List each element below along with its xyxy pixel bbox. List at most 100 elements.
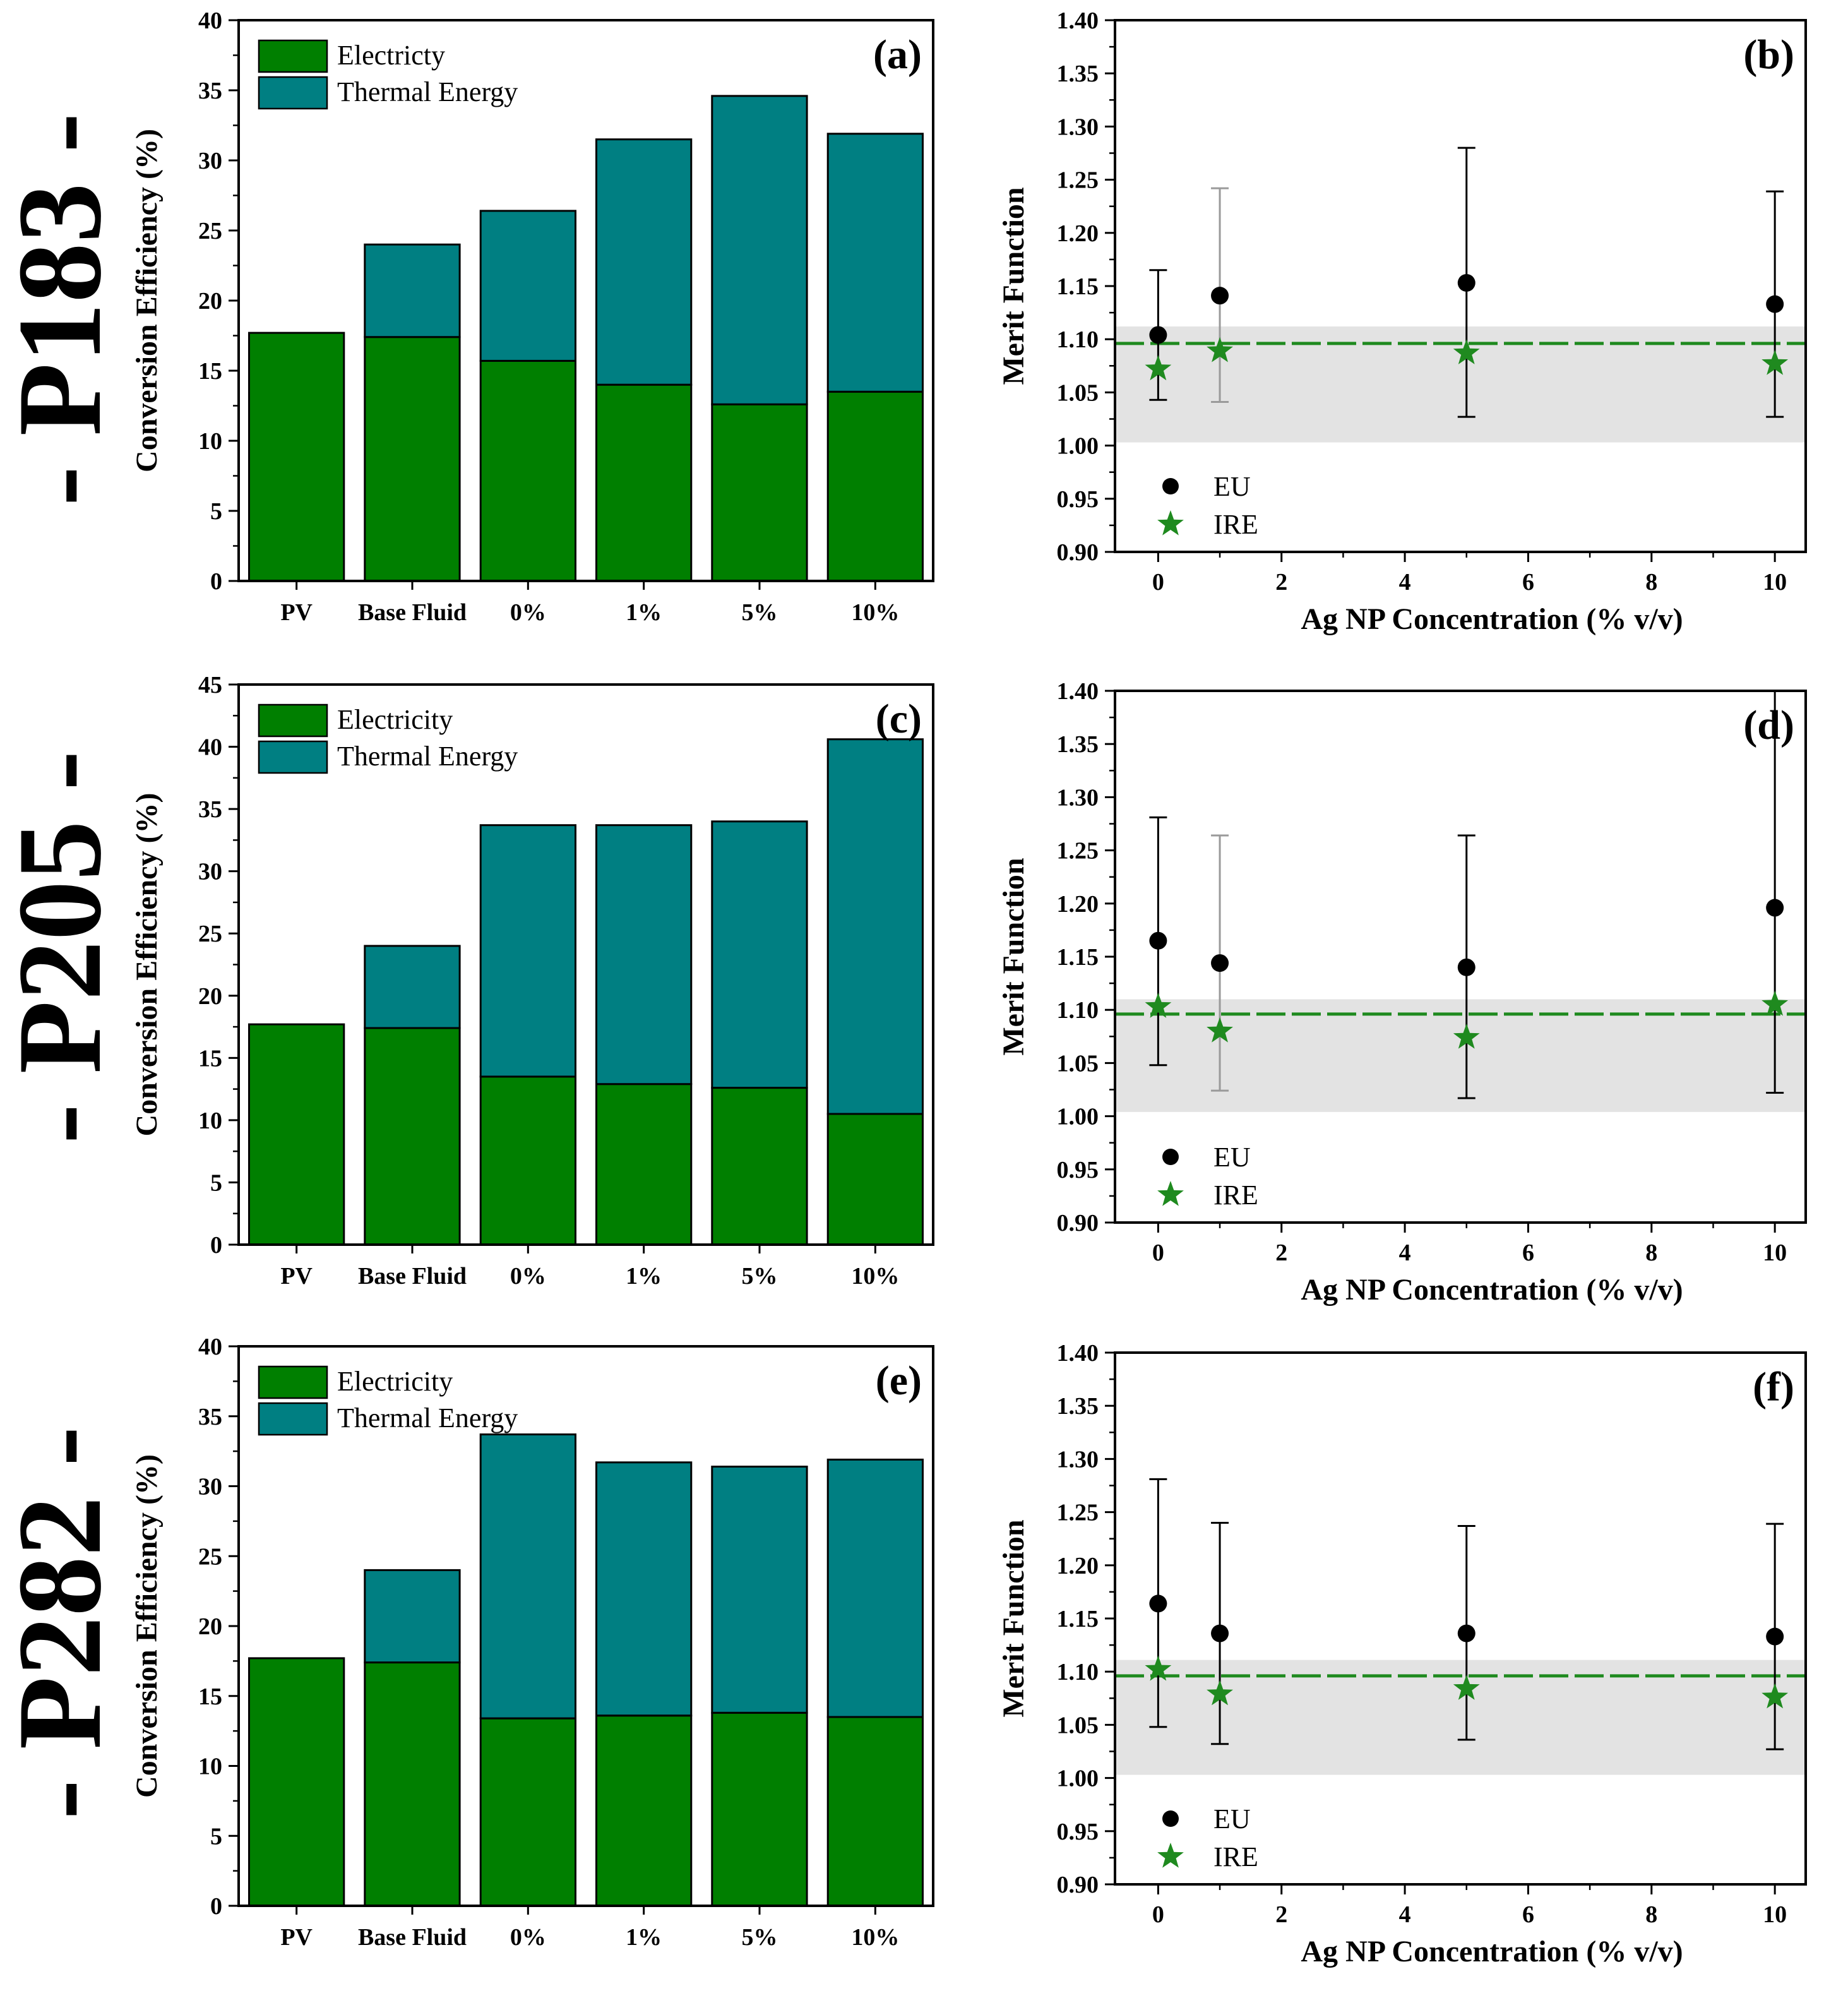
y-tick-label-d-7: 1.25 (1057, 838, 1099, 864)
y-tick-label-a-7: 35 (198, 78, 222, 104)
y-tick-label-d-10: 1.40 (1057, 678, 1099, 705)
eu-point-b-2 (1211, 287, 1229, 305)
panel-d: 0.90 0.95 1.00 1.05 1.10 1.15 1.20 1.25 1.30 1.35… (997, 678, 1807, 1307)
bar-electricity-3 (479, 360, 577, 582)
eu-point-b-1 (1149, 326, 1167, 344)
x-tick-label-e-2: Base Fluid (358, 1924, 467, 1951)
ire-point-d-3 (1453, 1024, 1480, 1049)
legend-swatch-thermal (258, 1402, 328, 1436)
y-tick-label-e-1: 5 (210, 1823, 222, 1850)
x-tick-label-a-5: 5% (742, 599, 778, 626)
x-tick-label-e-3: 0% (510, 1924, 546, 1951)
legend-label-ire: IRE (1213, 509, 1258, 540)
x-tick-label-f-0: 0 (1152, 1901, 1164, 1928)
legend-b: EU IRE (1157, 471, 1258, 540)
uncertainty-band-f (1115, 1660, 1806, 1775)
legend-d: EU IRE (1157, 1142, 1258, 1211)
bar-electricity-3 (479, 1717, 577, 1907)
y-tick-label-a-8: 40 (198, 8, 222, 34)
bar-thermal-5 (711, 95, 808, 405)
y-tick-label-c-0: 0 (210, 1232, 222, 1259)
y-tick-label-f-1: 0.95 (1057, 1819, 1099, 1845)
legend-label-eu: EU (1213, 1804, 1251, 1834)
y-tick-label-c-6: 30 (198, 859, 222, 885)
ire-point-d-4 (1762, 990, 1789, 1016)
panel-label-f: (f) (1753, 1364, 1794, 1410)
bar-thermal-6 (826, 1458, 924, 1718)
x-tick-label-b-1: 2 (1275, 569, 1287, 595)
row-label-1: - P183 - (0, 113, 126, 506)
panel-f: 0.90 0.95 1.00 1.05 1.10 1.15 1.20 1.25 1.30 1.35… (997, 1340, 1807, 1968)
x-tick-label-d-3: 6 (1522, 1240, 1534, 1266)
y-tick-label-c-2: 10 (198, 1108, 222, 1134)
row-label-3: - P282 - (0, 1427, 126, 1820)
ire-point-f-4 (1762, 1683, 1789, 1709)
eu-point-b-4 (1766, 295, 1784, 313)
y-tick-label-b-8: 1.30 (1057, 114, 1099, 140)
bar-electricity-2 (364, 1661, 461, 1907)
bar-electricity-4 (595, 1083, 693, 1246)
x-tick-label-c-1: PV (280, 1263, 313, 1289)
y-tick-label-b-9: 1.35 (1057, 61, 1099, 87)
legend-marker-ire (1157, 510, 1184, 535)
bar-thermal-2 (364, 945, 461, 1029)
bar-thermal-2 (364, 243, 461, 338)
x-tick-label-b-0: 0 (1152, 569, 1164, 595)
y-tick-label-a-5: 25 (198, 218, 222, 244)
y-tick-label-f-6: 1.20 (1057, 1553, 1099, 1579)
legend-marker-ire (1157, 1843, 1184, 1868)
y-tick-label-e-3: 15 (198, 1684, 222, 1710)
uncertainty-band-d (1115, 999, 1806, 1112)
y-tick-label-d-4: 1.10 (1057, 997, 1099, 1024)
ire-point-b-3 (1453, 339, 1480, 364)
x-tick-label-a-2: Base Fluid (358, 599, 467, 626)
y-tick-label-b-7: 1.25 (1057, 167, 1099, 194)
y-tick-label-e-0: 0 (210, 1893, 222, 1920)
x-tick-label-d-0: 0 (1152, 1240, 1164, 1266)
y-tick-label-d-8: 1.30 (1057, 784, 1099, 811)
x-tick-label-b-3: 6 (1522, 569, 1534, 595)
y-tick-label-c-4: 20 (198, 983, 222, 1010)
y-tick-label-c-8: 40 (198, 734, 222, 761)
bar-electricity-5 (711, 1087, 808, 1246)
bar-electricity-6 (826, 1113, 924, 1246)
y-tick-label-d-6: 1.20 (1057, 891, 1099, 918)
x-tick-label-d-5: 10 (1763, 1240, 1787, 1266)
bar-thermal-3 (479, 824, 577, 1078)
legend-swatch-thermal (258, 76, 328, 110)
y-tick-label-b-1: 0.95 (1057, 486, 1099, 513)
legend-marker-ire (1157, 1181, 1184, 1206)
row-labels: - P183 - - P205 - - P282 - (0, 113, 126, 1820)
y-tick-label-a-3: 15 (198, 358, 222, 385)
y-axis-title-b: Merit Function (997, 187, 1030, 385)
legend-label-electricity: Electricity (337, 1366, 453, 1397)
x-tick-label-d-4: 8 (1645, 1240, 1657, 1266)
panel-label-e: (e) (876, 1358, 922, 1404)
ire-point-b-1 (1145, 355, 1172, 381)
bar-thermal-3 (479, 210, 577, 362)
ire-point-d-1 (1145, 993, 1172, 1018)
y-tick-label-a-6: 30 (198, 148, 222, 174)
legend-marker-eu (1162, 1149, 1179, 1165)
y-tick-label-f-3: 1.05 (1057, 1712, 1099, 1738)
x-tick-label-e-4: 1% (626, 1924, 662, 1951)
x-tick-label-b-5: 10 (1763, 569, 1787, 595)
bar-electricity-2 (364, 336, 461, 582)
legend-label-thermal: Thermal Energy (337, 1403, 518, 1433)
y-tick-label-d-5: 1.15 (1057, 944, 1099, 971)
legend-label-electricity: Electricty (337, 40, 445, 71)
eu-point-d-1 (1149, 931, 1167, 950)
y-axis-title-f: Merit Function (997, 1519, 1030, 1717)
y-tick-label-c-3: 15 (198, 1045, 222, 1072)
bar-electricity-5 (711, 1711, 808, 1907)
y-tick-label-a-0: 0 (210, 568, 222, 595)
eu-point-d-3 (1457, 958, 1475, 976)
legend-marker-eu (1162, 1810, 1179, 1827)
y-tick-label-e-4: 20 (198, 1613, 222, 1640)
y-tick-label-f-0: 0.90 (1057, 1872, 1099, 1898)
bars-e (248, 1433, 924, 1907)
x-tick-label-b-4: 8 (1645, 569, 1657, 595)
x-tick-label-a-6: 10% (851, 599, 899, 626)
bar-electricity-5 (711, 403, 808, 582)
